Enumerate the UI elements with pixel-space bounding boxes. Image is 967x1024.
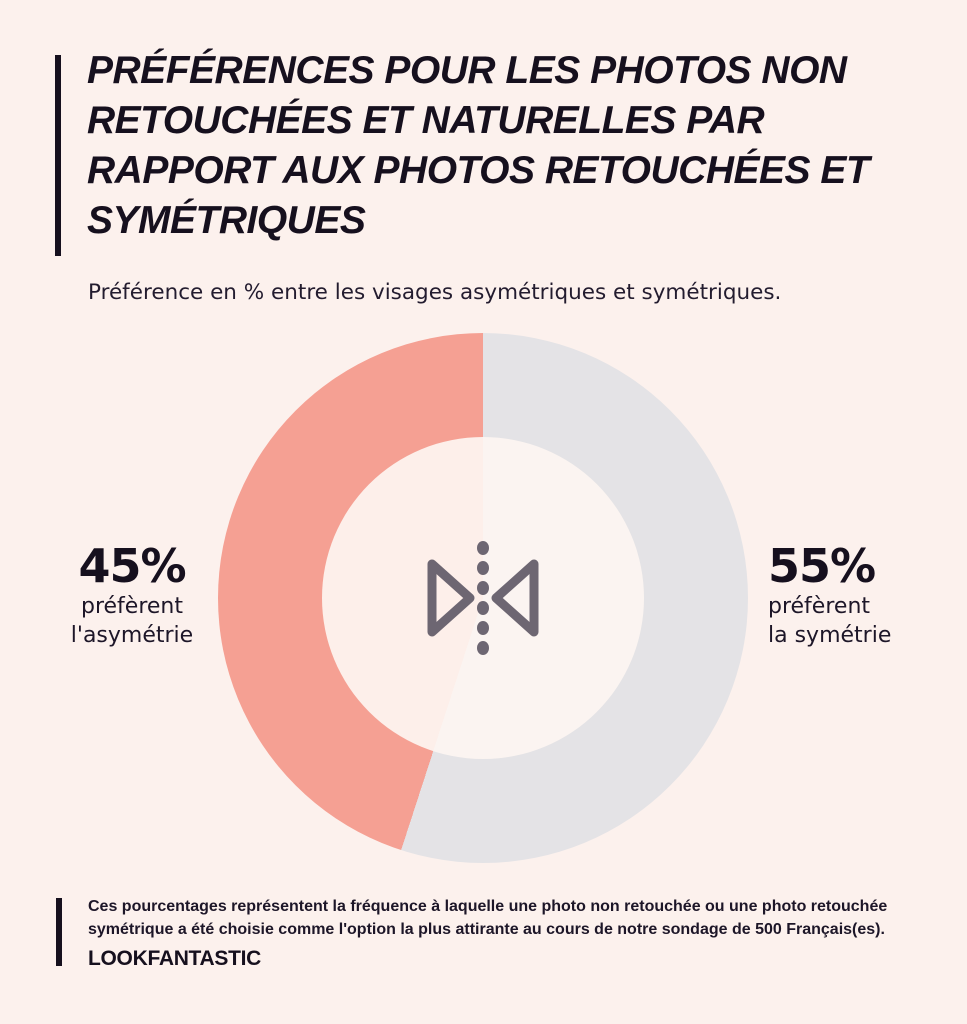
asymmetry-label: 45% préfèrent l'asymétrie [52, 540, 212, 650]
footer-accent-bar [56, 898, 62, 966]
symmetry-label-line2: la symétrie [768, 623, 892, 648]
title-accent-bar [55, 55, 61, 256]
page-title-line: RETOUCHÉES ET NATURELLES PAR [87, 99, 765, 142]
asymmetry-percentage: 45% [78, 539, 186, 593]
donut-hole [322, 437, 644, 759]
symmetry-label-line1: préfèrent [768, 594, 871, 619]
page-title-line: RAPPORT AUX PHOTOS RETOUCHÉES ET [87, 149, 870, 192]
page-title: PRÉFÉRENCES POUR LES PHOTOS NON RETOUCHÉ… [87, 46, 917, 246]
footnote: Ces pourcentages représentent la fréquen… [88, 898, 888, 938]
donut-chart [218, 333, 748, 863]
asymmetry-label-line2: l'asymétrie [70, 623, 194, 648]
chart-subtitle: Préférence en % entre les visages asymét… [88, 280, 782, 305]
symmetry-percentage: 55% [768, 539, 876, 593]
asymmetry-label-line1: préfèrent [80, 594, 183, 619]
brand-logo: LOOKFANTASTIC [88, 947, 262, 970]
page-title-line: SYMÉTRIQUES [87, 199, 366, 242]
mirror-symmetry-icon [427, 541, 539, 655]
symmetry-label: 55% préfèrent la symétrie [768, 540, 938, 650]
page-title-line: PRÉFÉRENCES POUR LES PHOTOS NON [87, 49, 847, 92]
